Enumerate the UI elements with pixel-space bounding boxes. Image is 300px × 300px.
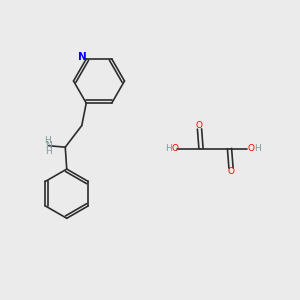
Text: O: O	[227, 167, 235, 176]
Text: O: O	[247, 144, 254, 153]
Text: N: N	[78, 52, 87, 61]
Text: N: N	[45, 141, 52, 150]
Text: H: H	[254, 144, 261, 153]
Text: H: H	[44, 136, 51, 145]
Text: H: H	[165, 144, 171, 153]
Text: H: H	[45, 147, 52, 156]
Text: O: O	[171, 144, 178, 153]
Text: O: O	[196, 121, 203, 130]
